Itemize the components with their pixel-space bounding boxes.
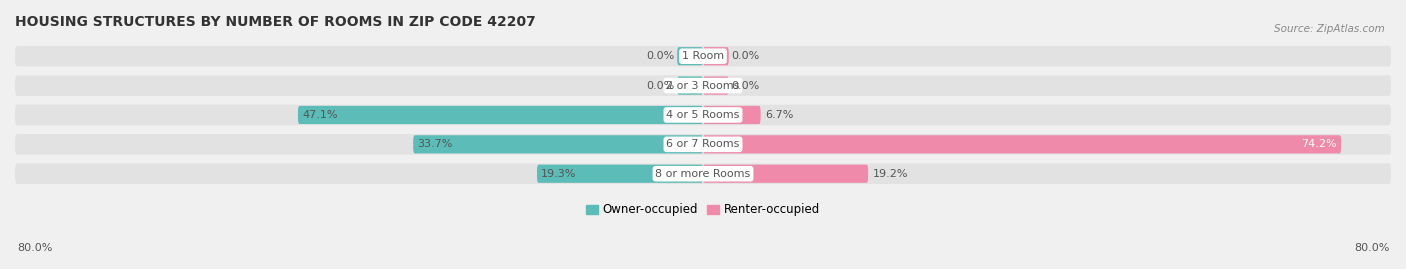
Text: 1 Room: 1 Room <box>682 51 724 61</box>
FancyBboxPatch shape <box>298 106 703 124</box>
FancyBboxPatch shape <box>15 105 1391 125</box>
Text: 6 or 7 Rooms: 6 or 7 Rooms <box>666 139 740 149</box>
Text: 47.1%: 47.1% <box>302 110 337 120</box>
FancyBboxPatch shape <box>413 135 703 153</box>
Text: HOUSING STRUCTURES BY NUMBER OF ROOMS IN ZIP CODE 42207: HOUSING STRUCTURES BY NUMBER OF ROOMS IN… <box>15 15 536 29</box>
FancyBboxPatch shape <box>703 47 728 65</box>
FancyBboxPatch shape <box>678 76 703 95</box>
Text: 6.7%: 6.7% <box>765 110 793 120</box>
Text: 74.2%: 74.2% <box>1301 139 1337 149</box>
Text: 8 or more Rooms: 8 or more Rooms <box>655 169 751 179</box>
Text: Source: ZipAtlas.com: Source: ZipAtlas.com <box>1274 24 1385 34</box>
FancyBboxPatch shape <box>678 47 703 65</box>
FancyBboxPatch shape <box>703 106 761 124</box>
Text: 19.2%: 19.2% <box>872 169 908 179</box>
Text: 0.0%: 0.0% <box>647 51 675 61</box>
Legend: Owner-occupied, Renter-occupied: Owner-occupied, Renter-occupied <box>581 199 825 221</box>
FancyBboxPatch shape <box>703 76 728 95</box>
FancyBboxPatch shape <box>537 165 703 183</box>
FancyBboxPatch shape <box>15 75 1391 96</box>
Text: 2 or 3 Rooms: 2 or 3 Rooms <box>666 81 740 91</box>
FancyBboxPatch shape <box>703 135 1341 153</box>
FancyBboxPatch shape <box>15 134 1391 155</box>
Text: 80.0%: 80.0% <box>17 243 52 253</box>
FancyBboxPatch shape <box>15 164 1391 184</box>
FancyBboxPatch shape <box>15 46 1391 66</box>
Text: 0.0%: 0.0% <box>731 81 759 91</box>
Text: 19.3%: 19.3% <box>541 169 576 179</box>
Text: 4 or 5 Rooms: 4 or 5 Rooms <box>666 110 740 120</box>
Text: 80.0%: 80.0% <box>1354 243 1389 253</box>
Text: 33.7%: 33.7% <box>418 139 453 149</box>
Text: 0.0%: 0.0% <box>647 81 675 91</box>
FancyBboxPatch shape <box>703 165 868 183</box>
Text: 0.0%: 0.0% <box>731 51 759 61</box>
